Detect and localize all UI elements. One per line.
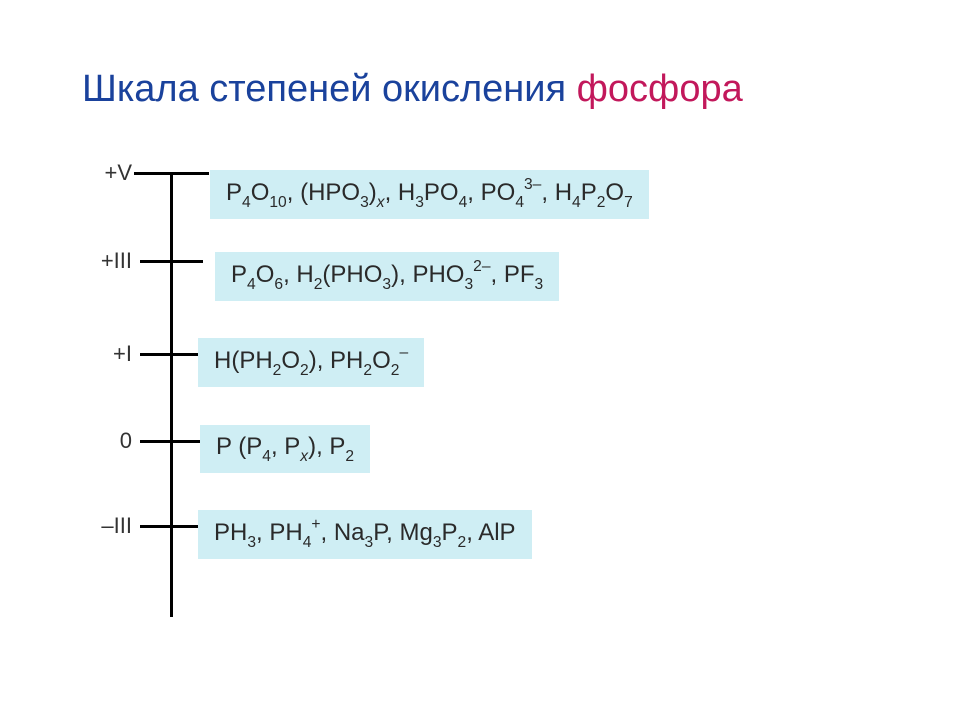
page-title: Шкала степеней окисления фосфора [82,68,743,111]
oxidation-state-label: 0 [62,428,132,454]
formula-box: P (P4, Px), P2 [200,425,370,473]
formula-box: H(PH2O2), PH2O2– [198,338,424,387]
chemical-formulas: PH3, PH4+, Na3P, Mg3P2, AlP [214,519,516,546]
chemical-formulas: P (P4, Px), P2 [216,433,354,460]
oxidation-state-label: +III [62,248,132,274]
oxidation-state-label: +V [62,160,132,186]
axis-line [170,172,173,617]
chemical-formulas: P4O10, (HPO3)x, H3PO4, PO43–, H4P2O7 [226,179,633,206]
chemical-formulas: H(PH2O2), PH2O2– [214,347,408,374]
oxidation-scale: +VP4O10, (HPO3)x, H3PO4, PO43–, H4P2O7+I… [80,160,900,640]
axis-tick [140,353,203,356]
formula-box: P4O6, H2(PHO3), PHO32–, PF3 [215,252,559,301]
axis-tick [140,440,203,443]
oxidation-state-label: –III [62,513,132,539]
title-main: Шкала степеней окисления [82,68,577,110]
formula-box: P4O10, (HPO3)x, H3PO4, PO43–, H4P2O7 [210,170,649,219]
axis-tick [140,260,203,263]
chemical-formulas: P4O6, H2(PHO3), PHO32–, PF3 [231,261,543,288]
axis-tick [140,525,203,528]
axis-top-tick [134,172,209,175]
title-accent: фосфора [577,68,743,110]
oxidation-state-label: +I [62,341,132,367]
formula-box: PH3, PH4+, Na3P, Mg3P2, AlP [198,510,532,559]
